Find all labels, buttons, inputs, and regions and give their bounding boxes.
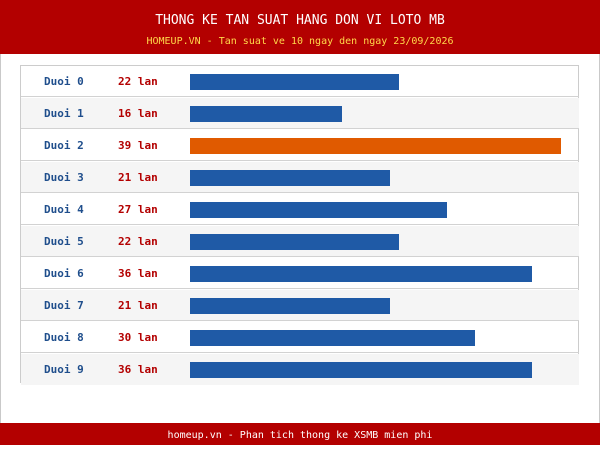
footer-banner: homeup.vn - Phan tich thong ke XSMB mien… <box>0 423 600 445</box>
row-count: 36 lan <box>118 267 158 280</box>
bar-2 <box>190 138 561 154</box>
bar-5 <box>190 234 399 250</box>
table-row: Duoi 1 16 lan <box>21 98 579 129</box>
row-label: Duoi 9 <box>44 363 84 376</box>
row-count: 36 lan <box>118 363 158 376</box>
row-label: Duoi 0 <box>44 75 84 88</box>
row-count: 21 lan <box>118 299 158 312</box>
bar-7 <box>190 298 390 314</box>
table-row: Duoi 8 30 lan <box>21 322 579 353</box>
table-row: Duoi 4 27 lan <box>21 194 579 225</box>
row-label: Duoi 3 <box>44 171 84 184</box>
table-row: Duoi 5 22 lan <box>21 226 579 257</box>
row-label: Duoi 1 <box>44 107 84 120</box>
header-banner: THONG KE TAN SUAT HANG DON VI LOTO MB HO… <box>0 0 600 54</box>
bar-4 <box>190 202 447 218</box>
table-row: Duoi 3 21 lan <box>21 162 579 193</box>
bar-1 <box>190 106 342 122</box>
row-label: Duoi 2 <box>44 139 84 152</box>
bar-8 <box>190 330 475 346</box>
chart-subtitle: HOMEUP.VN - Tan suat ve 10 ngay den ngay… <box>146 36 454 47</box>
bar-9 <box>190 362 532 378</box>
table-row: Duoi 2 39 lan <box>21 130 579 161</box>
row-label: Duoi 6 <box>44 267 84 280</box>
table-row: Duoi 6 36 lan <box>21 258 579 289</box>
row-label: Duoi 4 <box>44 203 84 216</box>
row-count: 22 lan <box>118 75 158 88</box>
table-row: Duoi 7 21 lan <box>21 290 579 321</box>
row-label: Duoi 7 <box>44 299 84 312</box>
bar-0 <box>190 74 399 90</box>
bar-6 <box>190 266 532 282</box>
chart-title: THONG KE TAN SUAT HANG DON VI LOTO MB <box>155 13 445 28</box>
row-count: 21 lan <box>118 171 158 184</box>
row-label: Duoi 5 <box>44 235 84 248</box>
row-count: 16 lan <box>118 107 158 120</box>
bar-3 <box>190 170 390 186</box>
row-count: 22 lan <box>118 235 158 248</box>
row-label: Duoi 8 <box>44 331 84 344</box>
row-count: 27 lan <box>118 203 158 216</box>
table-row: Duoi 9 36 lan <box>21 354 579 385</box>
row-count: 30 lan <box>118 331 158 344</box>
footer-text: homeup.vn - Phan tich thong ke XSMB mien… <box>167 430 433 441</box>
row-count: 39 lan <box>118 139 158 152</box>
table-row: Duoi 0 22 lan <box>21 66 579 97</box>
